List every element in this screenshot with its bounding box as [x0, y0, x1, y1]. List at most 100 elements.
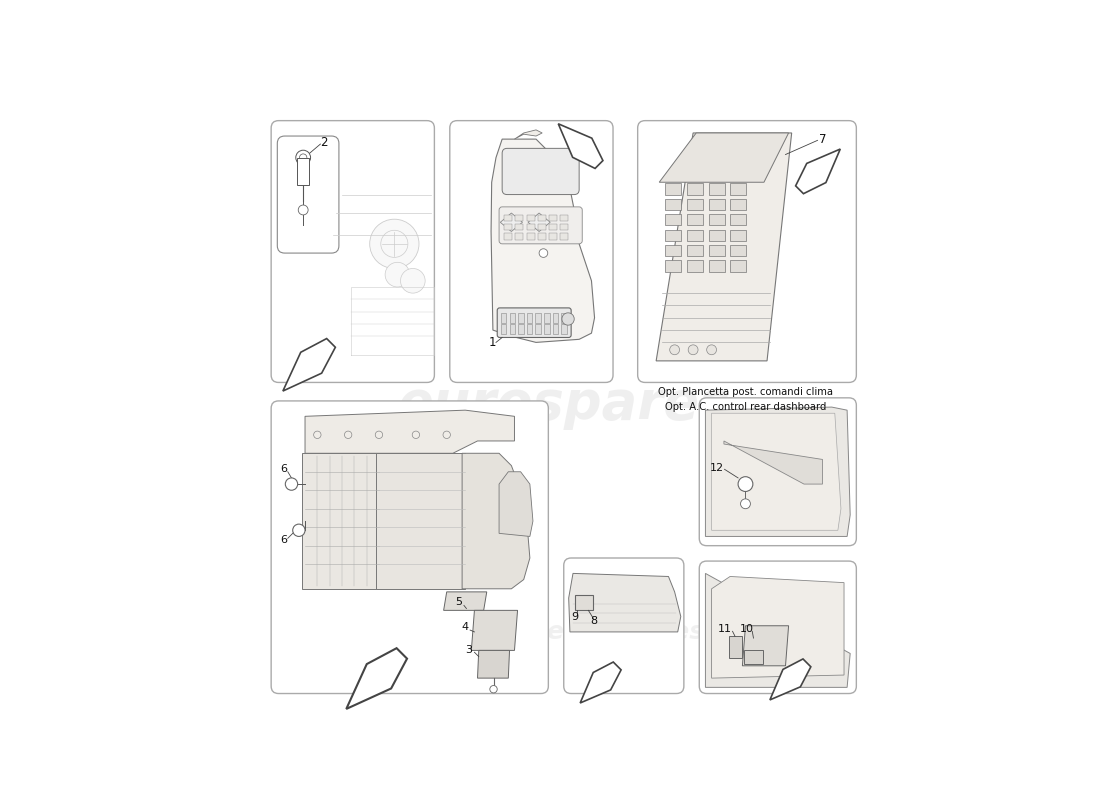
Text: 12: 12 [710, 463, 724, 473]
Bar [560, 234, 568, 239]
Bar [536, 324, 541, 334]
Bar [515, 234, 524, 239]
FancyBboxPatch shape [497, 308, 571, 338]
Bar [708, 230, 725, 241]
Polygon shape [795, 149, 840, 194]
Bar [544, 324, 550, 334]
Circle shape [562, 313, 574, 325]
Bar [527, 324, 532, 334]
Polygon shape [712, 414, 840, 530]
Bar [708, 183, 725, 194]
Bar [686, 245, 703, 256]
Bar [561, 324, 566, 334]
Bar [297, 158, 309, 186]
FancyBboxPatch shape [700, 398, 856, 546]
Bar [708, 245, 725, 256]
Circle shape [738, 477, 752, 491]
Polygon shape [656, 133, 792, 361]
Bar [729, 636, 743, 658]
Bar [560, 215, 568, 221]
Polygon shape [500, 213, 522, 231]
Bar [500, 313, 506, 322]
Bar [730, 199, 746, 210]
Polygon shape [724, 441, 823, 484]
Circle shape [400, 269, 426, 293]
Bar [549, 224, 557, 230]
Bar [686, 183, 703, 194]
Bar [509, 313, 515, 322]
Polygon shape [305, 410, 515, 454]
Bar [515, 215, 524, 221]
Circle shape [539, 249, 548, 258]
Bar [527, 313, 532, 322]
Text: 6: 6 [280, 534, 287, 545]
Text: 11: 11 [718, 624, 733, 634]
FancyBboxPatch shape [450, 121, 613, 382]
Circle shape [344, 431, 352, 438]
Polygon shape [499, 472, 532, 537]
Bar [730, 245, 746, 256]
Circle shape [443, 431, 450, 438]
Polygon shape [491, 139, 594, 342]
Polygon shape [462, 454, 530, 589]
Text: Opt. Plancetta post. comandi clima
Opt. A.C. control rear dashboard: Opt. Plancetta post. comandi clima Opt. … [658, 386, 833, 411]
Circle shape [740, 499, 750, 509]
FancyBboxPatch shape [502, 148, 579, 194]
Text: eurospares: eurospares [304, 494, 478, 522]
Text: 8: 8 [590, 616, 597, 626]
FancyBboxPatch shape [563, 558, 684, 694]
Bar [666, 183, 681, 194]
FancyBboxPatch shape [499, 207, 582, 244]
Text: 10: 10 [739, 624, 754, 634]
Bar [515, 224, 524, 230]
Circle shape [375, 431, 383, 438]
Polygon shape [559, 124, 603, 169]
Bar [538, 234, 546, 239]
FancyBboxPatch shape [638, 121, 856, 382]
Bar [708, 261, 725, 271]
Bar [509, 324, 515, 334]
Circle shape [670, 345, 680, 354]
Text: 1: 1 [490, 336, 497, 349]
Bar [730, 230, 746, 241]
Bar [686, 230, 703, 241]
Polygon shape [705, 407, 850, 537]
Bar [686, 199, 703, 210]
Bar [527, 234, 535, 239]
Circle shape [370, 219, 419, 269]
Polygon shape [569, 574, 681, 632]
Bar [518, 324, 524, 334]
Bar [666, 245, 681, 256]
FancyBboxPatch shape [271, 121, 435, 382]
Polygon shape [712, 577, 844, 678]
Bar [575, 595, 593, 610]
Bar [538, 215, 546, 221]
Polygon shape [770, 659, 811, 700]
Bar [730, 214, 746, 226]
Text: 9: 9 [571, 611, 579, 622]
Text: 4: 4 [462, 622, 469, 632]
Bar [527, 224, 535, 230]
Circle shape [490, 686, 497, 693]
Bar [500, 324, 506, 334]
Bar [730, 261, 746, 271]
Polygon shape [515, 130, 542, 139]
Bar [549, 215, 557, 221]
Circle shape [285, 478, 298, 490]
Bar [745, 650, 762, 664]
Circle shape [689, 345, 698, 354]
FancyBboxPatch shape [271, 401, 548, 694]
Text: 7: 7 [818, 133, 826, 146]
Circle shape [293, 524, 305, 537]
FancyBboxPatch shape [700, 561, 856, 694]
Polygon shape [477, 650, 509, 678]
Polygon shape [376, 454, 465, 589]
Circle shape [385, 262, 409, 287]
Polygon shape [346, 648, 407, 709]
Polygon shape [705, 574, 850, 687]
Bar [730, 183, 746, 194]
Bar [518, 313, 524, 322]
Circle shape [314, 431, 321, 438]
Bar [527, 215, 535, 221]
Bar [544, 313, 550, 322]
